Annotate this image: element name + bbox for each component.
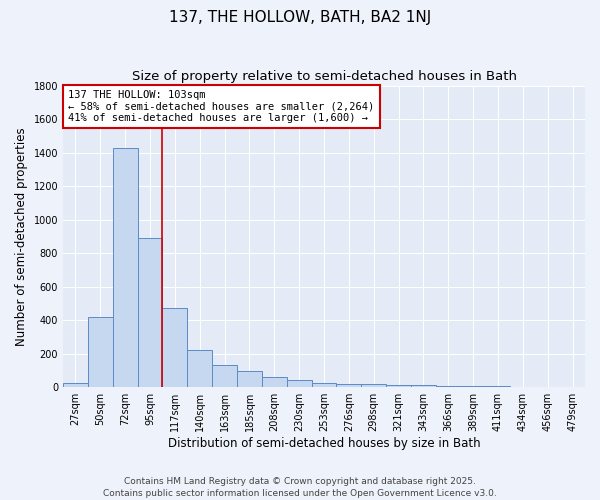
Bar bbox=[386, 385, 411, 387]
Y-axis label: Number of semi-detached properties: Number of semi-detached properties bbox=[15, 127, 28, 346]
Bar bbox=[361, 384, 386, 387]
Text: 137, THE HOLLOW, BATH, BA2 1NJ: 137, THE HOLLOW, BATH, BA2 1NJ bbox=[169, 10, 431, 25]
X-axis label: Distribution of semi-detached houses by size in Bath: Distribution of semi-detached houses by … bbox=[168, 437, 481, 450]
Bar bbox=[187, 350, 212, 387]
Bar bbox=[287, 380, 311, 387]
Bar bbox=[88, 317, 113, 387]
Bar bbox=[485, 386, 511, 387]
Bar bbox=[411, 385, 436, 387]
Bar bbox=[436, 386, 461, 387]
Bar bbox=[212, 366, 237, 387]
Bar bbox=[237, 372, 262, 387]
Bar bbox=[137, 238, 163, 387]
Title: Size of property relative to semi-detached houses in Bath: Size of property relative to semi-detach… bbox=[131, 70, 517, 83]
Bar bbox=[311, 382, 337, 387]
Bar bbox=[113, 148, 137, 387]
Bar bbox=[461, 386, 485, 387]
Text: Contains HM Land Registry data © Crown copyright and database right 2025.
Contai: Contains HM Land Registry data © Crown c… bbox=[103, 476, 497, 498]
Bar bbox=[63, 382, 88, 387]
Bar bbox=[163, 308, 187, 387]
Bar bbox=[337, 384, 361, 387]
Bar bbox=[262, 377, 287, 387]
Text: 137 THE HOLLOW: 103sqm
← 58% of semi-detached houses are smaller (2,264)
41% of : 137 THE HOLLOW: 103sqm ← 58% of semi-det… bbox=[68, 90, 374, 124]
